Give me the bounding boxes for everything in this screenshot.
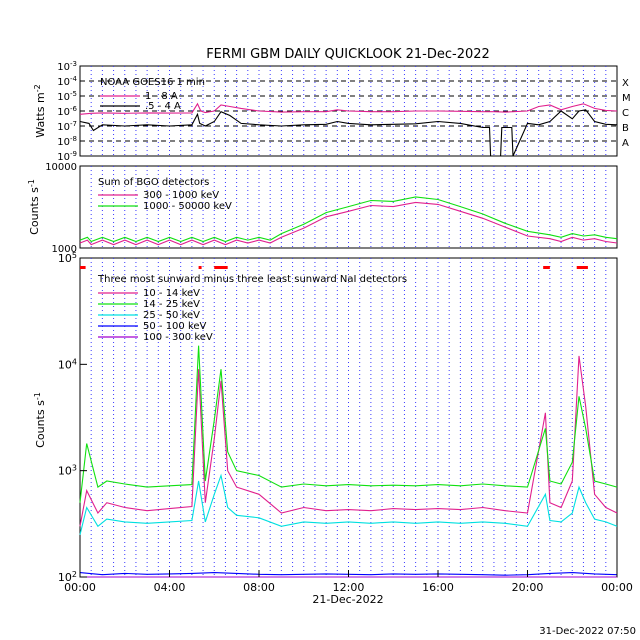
goes-y-tick-label: 10-9 xyxy=(57,150,77,163)
bgo-legend-label-1: 300 - 1000 keV xyxy=(143,190,219,201)
nai-series-line-3 xyxy=(79,473,618,535)
goes-y-tick-label: 10-7 xyxy=(57,120,77,133)
goes-series-line-2 xyxy=(79,109,618,157)
nai-y-label: Counts s-1 xyxy=(33,392,47,448)
footer-timestamp: 31-Dec-2022 07:50 xyxy=(539,626,636,637)
goes-flare-class-label: X xyxy=(622,78,629,89)
nai-legend-label-4: 50 - 100 keV xyxy=(143,321,207,332)
goes-y-tick-label: 10-6 xyxy=(57,105,77,118)
goes-flare-class-label: C xyxy=(622,108,629,119)
bgo-series xyxy=(79,196,618,246)
bgo-legend-label-2: 1000 - 50000 keV xyxy=(143,201,232,212)
goes-flare-class-label: A xyxy=(622,138,629,149)
goes-series-line-1 xyxy=(79,102,618,115)
bgo-y-tick-label: 10000 xyxy=(45,162,77,173)
goes-y-ticks: 10-9 10-8 10-7 10-6 10-5 10-4 10-3 xyxy=(57,60,85,163)
red-flag-bars xyxy=(80,266,588,269)
goes-y-label: Watts m-2 xyxy=(33,84,47,137)
nai-x-tick-label: 20:00 xyxy=(512,581,544,594)
bgo-series-line-2 xyxy=(79,196,618,243)
goes-flare-class-label: B xyxy=(622,123,629,134)
red-flag-bar xyxy=(543,266,550,269)
nai-y-tick-label: 103 xyxy=(58,464,77,478)
nai-x-ticks: 00:00 04:00 08:00 12:00 16:00 20:00 00:00 xyxy=(64,570,633,594)
goes-y-tick-label: 10-3 xyxy=(57,60,77,73)
bgo-y-tick-label: 1000 xyxy=(52,244,77,255)
goes-legend-label-2: .5 - 4 A xyxy=(145,101,181,112)
figure-title: FERMI GBM DAILY QUICKLOOK 21-Dec-2022 xyxy=(206,47,490,62)
goes-flare-class-label: M xyxy=(622,93,631,104)
bgo-legend-title: Sum of BGO detectors xyxy=(98,177,209,188)
nai-x-tick-label: 08:00 xyxy=(243,581,275,594)
nai-panel: 102 103 104 105 00:00 04:00 08:00 12:00 16:00 20… xyxy=(33,251,633,606)
nai-x-tick-label: 04:00 xyxy=(154,581,186,594)
nai-y-tick-label: 105 xyxy=(58,251,77,265)
nai-x-tick-label: 16:00 xyxy=(422,581,454,594)
nai-x-tick-label: 12:00 xyxy=(333,581,365,594)
bgo-hour-gridlines xyxy=(90,166,607,248)
red-flag-bar xyxy=(214,266,228,269)
bgo-y-label: Counts s-1 xyxy=(27,179,41,235)
nai-y-tick-label: 104 xyxy=(58,357,77,371)
nai-legend-label-1: 10 - 14 keV xyxy=(143,288,200,299)
bgo-panel: 1000 10000 Counts s-1 Sum of BGO detector… xyxy=(27,162,618,255)
nai-x-tick-label: 00:00 xyxy=(601,581,633,594)
nai-series-line-2 xyxy=(79,345,618,503)
goes-y-tick-label: 10-5 xyxy=(57,90,77,103)
goes-y-tick-label: 10-8 xyxy=(57,135,77,148)
nai-legend-label-3: 25 - 50 keV xyxy=(143,310,200,321)
nai-legend-label-5: 100 - 300 keV xyxy=(143,332,213,343)
goes-y-tick-label: 10-4 xyxy=(57,75,77,88)
nai-x-label: 21-Dec-2022 xyxy=(312,593,383,606)
nai-legend-label-2: 14 - 25 keV xyxy=(143,299,200,310)
bgo-y-ticks: 1000 10000 xyxy=(45,162,86,255)
nai-y-ticks: 102 103 104 105 xyxy=(58,251,87,584)
red-flag-bar xyxy=(576,266,588,269)
red-flag-bar xyxy=(80,266,86,269)
nai-x-tick-label: 00:00 xyxy=(64,581,96,594)
goes-legend-title: NOAA GOES16 1 min xyxy=(100,77,205,88)
goes-legend-label-1: 1 - 8 A xyxy=(145,91,178,102)
nai-legend-title: Three most sunward minus three least sun… xyxy=(97,274,407,285)
goes-series xyxy=(79,102,618,157)
nai-series-line-1 xyxy=(79,355,618,527)
bgo-series-line-1 xyxy=(79,201,618,246)
nai-y-tick-label: 102 xyxy=(58,570,77,584)
red-flag-bar xyxy=(198,266,202,269)
